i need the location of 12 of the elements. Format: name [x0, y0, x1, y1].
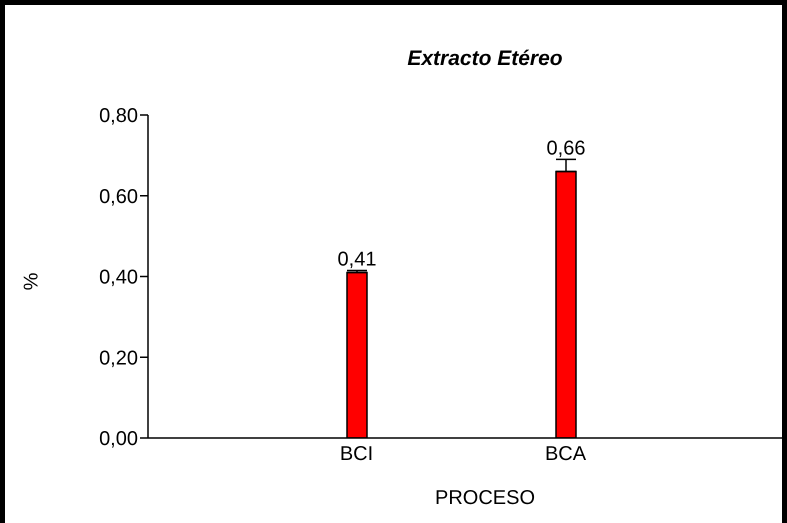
y-tick-label: 0,00 — [99, 428, 138, 450]
data-label: 0,41 — [338, 248, 376, 270]
y-tick-label: 0,60 — [99, 186, 138, 208]
y-tick-label: 0,80 — [99, 105, 138, 128]
y-axis-title: % — [20, 272, 44, 290]
y-tick-label: 0,20 — [99, 347, 138, 370]
x-tick-label: BCI — [340, 443, 374, 466]
y-tick-label: 0,40 — [99, 266, 138, 289]
x-axis-title: PROCESO — [434, 487, 536, 510]
chart-title: Extracto Etéreo — [406, 47, 564, 71]
x-tick-label: BCA — [544, 443, 587, 466]
data-label: 0,66 — [546, 137, 586, 160]
